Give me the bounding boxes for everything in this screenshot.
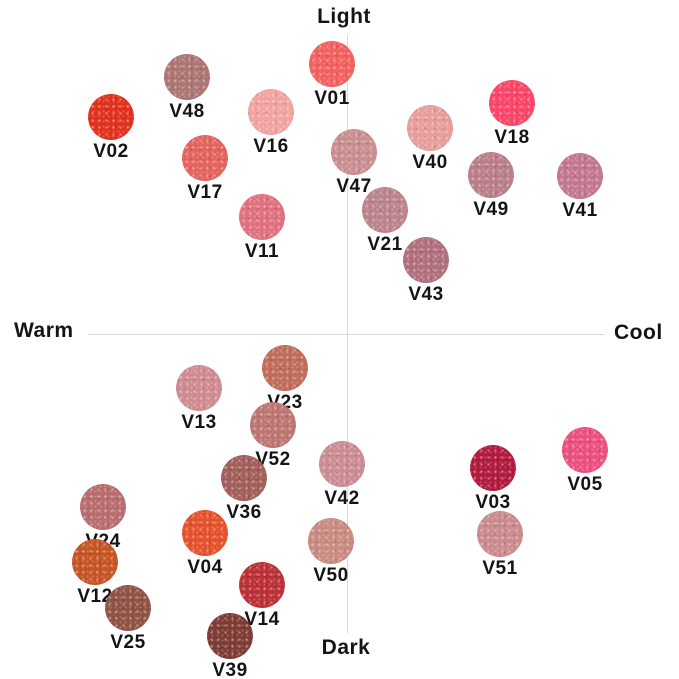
shade-swatch-icon bbox=[248, 89, 294, 135]
axis-label-dark: Dark bbox=[321, 636, 371, 659]
shade-swatch-icon bbox=[468, 152, 514, 198]
shade-swatch-icon bbox=[250, 402, 296, 448]
shade-point-v24: V24 bbox=[80, 484, 126, 552]
shade-point-v40: V40 bbox=[407, 105, 453, 173]
shade-label: V52 bbox=[255, 449, 291, 470]
shade-swatch-icon bbox=[489, 80, 535, 126]
shade-label: V43 bbox=[408, 284, 444, 305]
shade-point-v25: V25 bbox=[105, 585, 151, 653]
shade-swatch-icon bbox=[309, 41, 355, 87]
shade-label: V40 bbox=[412, 152, 448, 173]
shade-point-v14: V14 bbox=[239, 562, 285, 630]
shade-point-v42: V42 bbox=[319, 441, 365, 509]
shade-swatch-icon bbox=[403, 237, 449, 283]
shade-swatch-icon bbox=[407, 105, 453, 151]
shade-point-v01: V01 bbox=[309, 41, 355, 109]
shade-label: V12 bbox=[77, 586, 113, 607]
shade-swatch-icon bbox=[319, 441, 365, 487]
shade-point-v43: V43 bbox=[403, 237, 449, 305]
shade-swatch-icon bbox=[562, 427, 608, 473]
shade-label: V01 bbox=[314, 88, 350, 109]
shade-swatch-icon bbox=[105, 585, 151, 631]
shade-point-v50: V50 bbox=[308, 518, 354, 586]
shade-swatch-icon bbox=[362, 187, 408, 233]
shade-point-v13: V13 bbox=[176, 365, 222, 433]
shade-point-v18: V18 bbox=[489, 80, 535, 148]
shade-swatch-icon bbox=[182, 510, 228, 556]
shade-point-v05: V05 bbox=[562, 427, 608, 495]
shade-label: V17 bbox=[187, 182, 223, 203]
shade-point-v11: V11 bbox=[239, 194, 285, 262]
shade-point-v21: V21 bbox=[362, 187, 408, 255]
shade-point-v41: V41 bbox=[557, 153, 603, 221]
shade-label: V42 bbox=[324, 488, 360, 509]
shade-swatch-icon bbox=[477, 511, 523, 557]
shade-point-v49: V49 bbox=[468, 152, 514, 220]
warm-cool-axis-line bbox=[88, 334, 605, 335]
shade-label: V36 bbox=[226, 502, 262, 523]
shade-point-v04: V04 bbox=[182, 510, 228, 578]
shade-point-v39: V39 bbox=[207, 613, 253, 679]
shade-swatch-icon bbox=[557, 153, 603, 199]
shade-label: V03 bbox=[475, 492, 511, 513]
shade-swatch-icon bbox=[239, 194, 285, 240]
shade-label: V25 bbox=[110, 632, 146, 653]
shade-point-v17: V17 bbox=[182, 135, 228, 203]
shade-point-v48: V48 bbox=[164, 54, 210, 122]
shade-label: V04 bbox=[187, 557, 223, 578]
shade-label: V48 bbox=[169, 101, 205, 122]
shade-point-v51: V51 bbox=[477, 511, 523, 579]
shade-label: V13 bbox=[181, 412, 217, 433]
shade-swatch-icon bbox=[308, 518, 354, 564]
shade-label: V05 bbox=[567, 474, 603, 495]
shade-swatch-icon bbox=[182, 135, 228, 181]
light-dark-axis-line bbox=[347, 35, 348, 633]
shade-point-v52: V52 bbox=[250, 402, 296, 470]
axis-label-warm: Warm bbox=[14, 319, 74, 342]
shade-swatch-icon bbox=[72, 539, 118, 585]
shade-swatch-icon bbox=[239, 562, 285, 608]
shade-swatch-icon bbox=[207, 613, 253, 659]
shade-label: V02 bbox=[93, 141, 129, 162]
shade-label: V14 bbox=[244, 609, 280, 630]
shade-swatch-icon bbox=[88, 94, 134, 140]
shade-point-v47: V47 bbox=[331, 129, 377, 197]
shade-point-v23: V23 bbox=[262, 345, 308, 413]
shade-point-v02: V02 bbox=[88, 94, 134, 162]
shade-label: V47 bbox=[336, 176, 372, 197]
shade-label: V50 bbox=[313, 565, 349, 586]
shade-swatch-icon bbox=[470, 445, 516, 491]
shade-point-v36: V36 bbox=[221, 455, 267, 523]
shade-swatch-icon bbox=[80, 484, 126, 530]
axis-label-cool: Cool bbox=[614, 321, 663, 344]
shade-swatch-icon bbox=[176, 365, 222, 411]
shade-label: V41 bbox=[562, 200, 598, 221]
shade-label: V18 bbox=[494, 127, 530, 148]
shade-swatch-icon bbox=[262, 345, 308, 391]
shade-point-v16: V16 bbox=[248, 89, 294, 157]
shade-swatch-icon bbox=[164, 54, 210, 100]
shade-label: V39 bbox=[212, 660, 248, 679]
shade-point-v12: V12 bbox=[72, 539, 118, 607]
shade-label: V16 bbox=[253, 136, 289, 157]
shade-label: V51 bbox=[482, 558, 518, 579]
shade-label: V49 bbox=[473, 199, 509, 220]
shade-swatch-icon bbox=[331, 129, 377, 175]
axis-label-light: Light bbox=[317, 5, 371, 28]
shade-label: V11 bbox=[244, 241, 280, 262]
shade-swatch-icon bbox=[221, 455, 267, 501]
shade-label: V21 bbox=[367, 234, 403, 255]
shade-point-v03: V03 bbox=[470, 445, 516, 513]
